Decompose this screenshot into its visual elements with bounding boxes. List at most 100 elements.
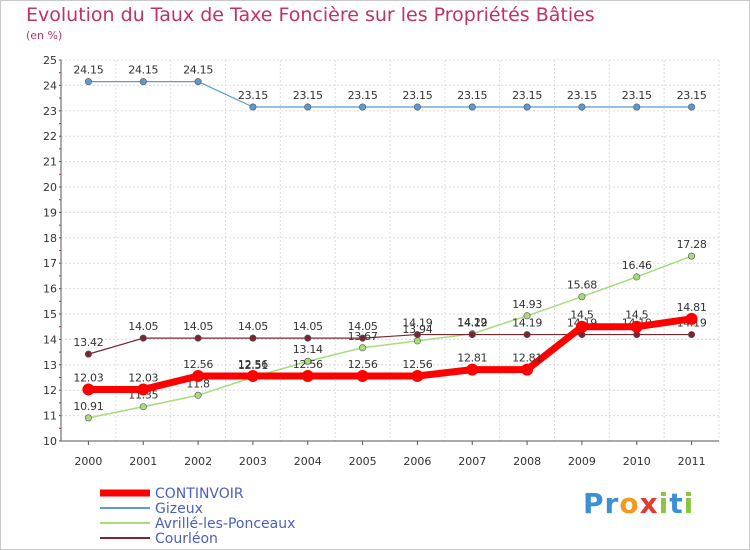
data-point: [249, 103, 257, 111]
data-label: 23.15: [677, 89, 707, 102]
data-point: [84, 78, 92, 86]
y-tick-label: 23: [43, 105, 57, 118]
logo-letter: P: [583, 487, 605, 520]
data-label: 12.56: [348, 358, 378, 371]
data-point: [192, 369, 205, 382]
data-point: [194, 334, 202, 342]
y-tick-label: 13: [43, 359, 57, 372]
legend-label: CONTINVOIR: [155, 486, 244, 502]
series-line-continvoir: [84, 315, 696, 393]
data-point: [359, 103, 367, 111]
logo-letter: i: [683, 487, 695, 520]
data-point: [466, 363, 479, 376]
legend-label: Avrillé-les-Ponceaux: [155, 516, 295, 532]
data-point: [194, 78, 202, 86]
x-tick-label: 2003: [239, 455, 267, 468]
data-point: [304, 334, 312, 342]
data-point: [633, 273, 641, 281]
data-point: [84, 350, 92, 358]
y-tick-label: 15: [43, 308, 57, 321]
data-point: [578, 103, 586, 111]
x-tick-label: 2010: [623, 455, 651, 468]
data-point: [630, 320, 643, 333]
data-label: 14.93: [512, 298, 542, 311]
data-label: 14.05: [348, 320, 378, 333]
data-point: [688, 252, 696, 260]
data-label: 23.15: [622, 89, 652, 102]
data-label: 17.28: [677, 238, 707, 251]
y-tick-label: 16: [43, 283, 57, 296]
data-point: [411, 369, 424, 382]
data-label: 13.94: [402, 323, 432, 336]
y-tick-label: 18: [43, 232, 57, 245]
data-label: 14.19: [402, 317, 432, 330]
data-label: 12.03: [128, 371, 158, 384]
data-point: [84, 414, 92, 422]
data-label: 24.15: [128, 64, 158, 77]
data-point: [301, 369, 314, 382]
data-label: 14.05: [293, 320, 323, 333]
data-point: [139, 334, 147, 342]
series-line-courl-on: [87, 333, 693, 355]
data-label: 14.5: [625, 309, 649, 322]
data-label: 23.15: [567, 89, 597, 102]
data-point: [413, 103, 421, 111]
data-label: 12.56: [238, 358, 268, 371]
data-point: [575, 320, 588, 333]
data-label: 12.51: [238, 359, 268, 372]
chart-title: Evolution du Taux de Taxe Foncière sur l…: [26, 4, 595, 26]
data-point: [578, 293, 586, 301]
data-label: 14.05: [183, 320, 213, 333]
data-label: 23.15: [512, 89, 542, 102]
data-label: 14.5: [570, 309, 594, 322]
data-label: 14.19: [512, 317, 542, 330]
data-point: [137, 383, 150, 396]
data-point: [523, 312, 531, 320]
data-point: [413, 331, 421, 339]
data-point: [249, 334, 257, 342]
x-tick-label: 2004: [294, 455, 322, 468]
data-point: [356, 369, 369, 382]
data-label: 12.56: [402, 358, 432, 371]
y-tick-label: 12: [43, 384, 57, 397]
data-label: 23.15: [348, 89, 378, 102]
data-point: [82, 383, 95, 396]
y-tick-label: 20: [43, 181, 57, 194]
data-point: [688, 103, 696, 111]
data-point: [246, 369, 259, 382]
legend-label: Courléon: [155, 531, 218, 547]
data-point: [523, 103, 531, 111]
series-line-gizeux: [87, 80, 693, 108]
unit-label: (en %): [26, 29, 63, 42]
x-tick-label: 2006: [403, 455, 431, 468]
y-tick-label: 21: [43, 156, 57, 169]
data-point: [633, 103, 641, 111]
y-tick-label: 11: [43, 410, 57, 423]
data-label: 12.81: [457, 352, 487, 365]
data-label: 14.05: [128, 320, 158, 333]
data-point: [523, 331, 531, 339]
legend-label: Gizeux: [155, 501, 203, 517]
y-tick-label: 14: [43, 333, 57, 346]
series-line-avrill-les-ponceaux: [87, 255, 693, 419]
data-label: 12.03: [73, 371, 103, 384]
proxiti-logo: Proxiti: [583, 487, 694, 520]
logo-letter: i: [658, 487, 670, 520]
y-tick-label: 17: [43, 257, 57, 270]
x-tick-label: 2009: [568, 455, 596, 468]
x-tick-label: 2000: [74, 455, 102, 468]
data-label: 24.15: [183, 64, 213, 77]
data-label: 14.05: [238, 320, 268, 333]
x-tick-label: 2002: [184, 455, 212, 468]
x-tick-label: 2011: [678, 455, 706, 468]
x-tick-label: 2005: [349, 455, 377, 468]
data-point: [359, 344, 367, 352]
data-point: [468, 331, 476, 339]
data-point: [688, 331, 696, 339]
logo-letter: o: [619, 487, 640, 520]
data-label: 23.15: [457, 89, 487, 102]
logo-letter: t: [669, 487, 684, 520]
x-tick-label: 2007: [458, 455, 486, 468]
data-label: 14.22: [457, 316, 487, 329]
data-label: 23.15: [293, 89, 323, 102]
